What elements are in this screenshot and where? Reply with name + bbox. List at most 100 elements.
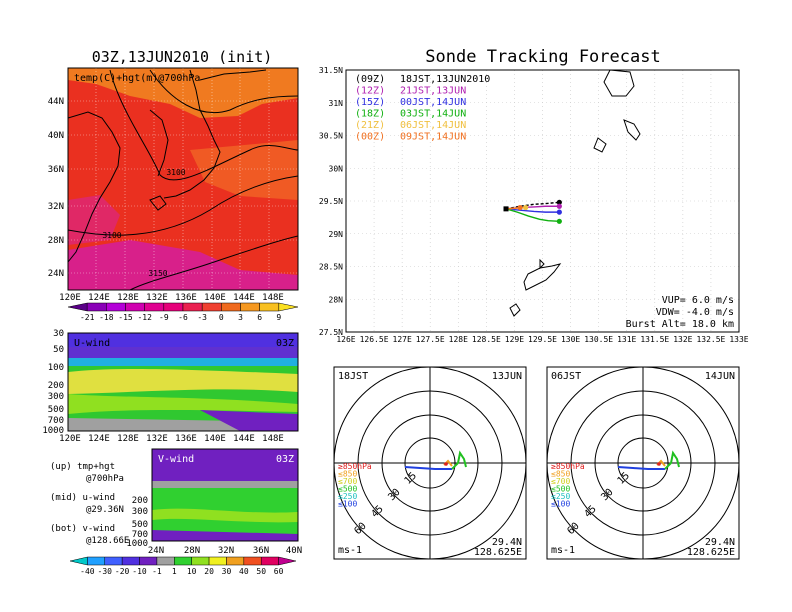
hodo-level-label: ≤250 — [338, 492, 357, 501]
lat-tick: 24N — [148, 546, 164, 556]
track-lon-tick: 133E — [729, 335, 748, 344]
legend-code: (09Z) — [355, 74, 385, 85]
track-lon-tick: 131E — [617, 335, 636, 344]
track-endpoint — [523, 204, 529, 211]
colorbar1-label: -15 — [118, 313, 133, 322]
track-endpoint — [556, 199, 562, 205]
p-tick: 500 — [132, 520, 148, 530]
track-lon-tick: 126.5E — [360, 335, 389, 344]
note-mid-a: (mid) u-wind — [50, 493, 115, 503]
colorbar2-swatch — [226, 556, 245, 566]
left-title: 03Z,13JUN2010 (init) — [92, 48, 273, 66]
p-tick: 200 — [132, 496, 148, 506]
track-lat-tick: 30.5N — [319, 132, 343, 141]
contour-label-2: 3100 — [102, 231, 121, 240]
colorbar2-label: -30 — [98, 567, 113, 576]
lon-tick: 124E — [88, 293, 110, 303]
p-tick: 1000 — [126, 539, 148, 549]
track-ticks: 126E 126.5E 127E 127.5E 128E 128.5E 129E 129.5E… — [319, 66, 749, 344]
hodo-level-label: ≤250 — [551, 492, 570, 501]
legend-code: (00Z) — [355, 132, 385, 143]
lon-tick: 140E — [204, 434, 226, 444]
colorbar2-label: -1 — [152, 567, 162, 576]
track-lat-tick: 29.5N — [319, 197, 343, 206]
uwind-band-2 — [68, 347, 298, 358]
note-up-a: (up) tmp+hgt — [50, 462, 115, 472]
track-lat-tick: 30N — [329, 164, 344, 173]
uwind-band-purple — [200, 410, 298, 431]
colorbar1-swatch — [182, 302, 203, 312]
lon-tick: 136E — [175, 293, 197, 303]
uwind-p-ticks: 30 50 100 200 300 500 700 1000 — [42, 329, 64, 436]
hodo-level-label: ≤100 — [338, 500, 357, 509]
vwind-band-gray — [152, 481, 298, 488]
track-lat-tick: 27.5N — [319, 328, 343, 337]
track-lat-tick: 28N — [329, 295, 344, 304]
colorbar2-label: 30 — [222, 567, 232, 576]
colorbar1-label: -9 — [159, 313, 169, 322]
hodo-trace-mid — [451, 450, 467, 470]
lat-tick: 36N — [253, 546, 269, 556]
colorbar2-label: -40 — [80, 567, 95, 576]
colorbar1-label: 6 — [257, 313, 262, 322]
track-lon-tick: 129.5E — [528, 335, 557, 344]
track-endpoint — [556, 209, 562, 215]
track-lon-tick: 130.5E — [584, 335, 613, 344]
hodo-level-label: ≤500 — [551, 485, 570, 494]
colorbar1-swatch — [259, 302, 280, 312]
p-tick: 200 — [48, 381, 64, 391]
uwind-top-band — [68, 333, 298, 347]
lat-tick: 32N — [218, 546, 234, 556]
colorbar1-label: 0 — [219, 313, 224, 322]
track-lat-tick: 29N — [329, 230, 344, 239]
panel-notes: (up) tmp+hgt @700hPa (mid) u-wind @29.36… — [50, 462, 129, 546]
track-lon-tick: 129E — [505, 335, 524, 344]
colorbar2-swatch — [104, 556, 123, 566]
track-lon-tick: 127E — [393, 335, 412, 344]
track-coastlines — [509, 70, 641, 317]
colorbar2-swatch — [278, 556, 297, 566]
hodo-time: 18JST — [338, 371, 368, 382]
track-lon-tick: 132.5E — [696, 335, 725, 344]
vwind-p-ticks: 200 300 500 700 1000 — [126, 496, 148, 549]
track-lon-tick: 128E — [449, 335, 468, 344]
colorbar1-swatch — [106, 302, 126, 312]
track-grid — [346, 70, 739, 332]
colorbar1-swatch — [240, 302, 260, 312]
track-lat-tick: 31.5N — [319, 66, 343, 75]
colorbar2-swatch — [156, 556, 175, 566]
map700-colorbar: -21 -18 -15 -12 -9 -6 -3 0 3 6 9 — [67, 302, 299, 322]
colorbar1-swatch — [278, 302, 299, 312]
track-lon-tick: 126E — [336, 335, 355, 344]
legend-time: 00JST,14JUN — [400, 97, 466, 108]
hodo-trace-upper — [617, 466, 665, 470]
track-lat-tick: 28.5N — [319, 263, 343, 272]
colorbar2-label: 1 — [172, 567, 177, 576]
p-tick: 300 — [48, 392, 64, 402]
track-lon-tick: 128.5E — [472, 335, 501, 344]
legend-code: (12Z) — [355, 86, 385, 97]
colorbar1-swatch — [125, 302, 145, 312]
lon-tick: 128E — [117, 434, 139, 444]
p-tick: 300 — [132, 507, 148, 517]
legend-code: (18Z) — [355, 109, 385, 120]
track-lon-tick: 132E — [673, 335, 692, 344]
lat-tick: 28N — [48, 236, 64, 246]
vwind-band-lime — [152, 508, 298, 523]
track-lat-tick: 31N — [329, 99, 344, 108]
hodo-trace-upper — [404, 466, 452, 470]
uwind-band-yellow — [68, 368, 298, 394]
contour-label-1: 3100 — [166, 168, 185, 177]
track-legend: (09Z) 18JST,13JUN2010 (12Z) 21JST,13JUN (15Z… — [355, 74, 490, 143]
lat-tick: 28N — [184, 546, 200, 556]
lat-tick: 24N — [48, 269, 64, 279]
hodo-lat: 29.4N — [492, 537, 522, 548]
uwind-label: U-wind — [74, 338, 110, 349]
uwind-lon-ticks: 120E 124E 128E 132E 136E 140E 144E 148E — [59, 434, 284, 444]
lat-tick: 40N — [286, 546, 302, 556]
map700-lon-ticks: 120E 124E 128E 132E 136E 140E 144E 148E — [59, 293, 284, 303]
track-panel: 126E 126.5E 127E 127.5E 128E 128.5E 129E 129.5E… — [319, 66, 749, 344]
track-endpoint — [556, 203, 562, 209]
vwind-time: 03Z — [276, 454, 294, 465]
